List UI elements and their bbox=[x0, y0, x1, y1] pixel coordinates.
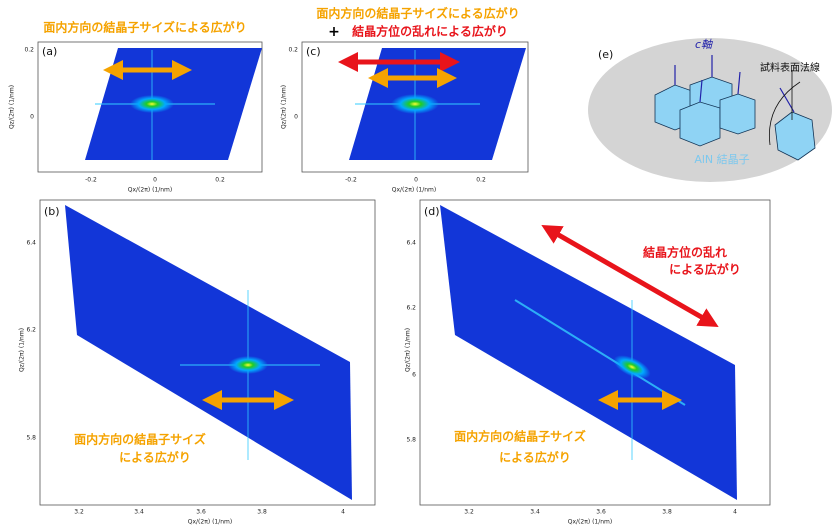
peak bbox=[130, 95, 174, 113]
peak bbox=[391, 94, 439, 114]
y-tick: 0.2 bbox=[24, 47, 34, 54]
x-label: Qx/(2π) (1/nm) bbox=[568, 519, 612, 526]
x-label: Qx/(2π) (1/nm) bbox=[128, 187, 172, 194]
note: による広がり bbox=[499, 450, 571, 465]
x-label: Qx/(2π) (1/nm) bbox=[392, 187, 436, 194]
page: {"panel_a": {"title": "面内方向の結晶子サイズによる広がり… bbox=[0, 0, 835, 529]
panel-label: (a) bbox=[42, 45, 57, 58]
y-tick: 6.4 bbox=[26, 240, 36, 247]
panel-label: (d) bbox=[424, 205, 440, 218]
normal-label: 試料表面法線 bbox=[760, 61, 820, 74]
c-axis-label: c軸 bbox=[695, 38, 713, 51]
title: 面内方向の結晶子サイズによる広がり bbox=[316, 6, 519, 21]
x-tick: 0.2 bbox=[215, 177, 225, 184]
peak bbox=[228, 356, 268, 374]
y-tick: 5.8 bbox=[406, 437, 416, 444]
y-tick: 6.4 bbox=[406, 240, 416, 247]
panel-b: (b) 面内方向の結晶子サイズ による広がり 6.4 6.2 5.8 3.2 3… bbox=[19, 200, 376, 526]
x-label: Qx/(2π) (1/nm) bbox=[188, 519, 232, 526]
note: 面内方向の結晶子サイズ bbox=[74, 432, 206, 447]
x-tick: 0 bbox=[153, 177, 157, 184]
panel-label: (b) bbox=[44, 205, 60, 218]
x-tick: 0.2 bbox=[476, 177, 486, 184]
x-tick: 3.6 bbox=[196, 509, 206, 516]
x-tick: 0 bbox=[414, 177, 418, 184]
y-label: Qz/(2π) (1/nm) bbox=[19, 328, 26, 372]
y-tick: 0 bbox=[30, 114, 34, 121]
panel-label: (e) bbox=[598, 48, 613, 61]
figure: 面内方向の結晶子サイズによる広がり (a) 0.2 0 -0.2 0 0.2 Q… bbox=[0, 0, 835, 529]
y-tick: 0.2 bbox=[288, 47, 298, 54]
y-tick: 6.2 bbox=[26, 327, 36, 334]
y-tick: 0 bbox=[294, 114, 298, 121]
title: 面内方向の結晶子サイズによる広がり bbox=[43, 20, 246, 35]
x-tick: 3.2 bbox=[464, 509, 474, 516]
plus: + bbox=[328, 24, 340, 40]
y-tick: 6.2 bbox=[406, 305, 416, 312]
x-tick: -0.2 bbox=[85, 177, 97, 184]
x-tick: 3.2 bbox=[74, 509, 84, 516]
panel-c: 面内方向の結晶子サイズによる広がり + 結晶方位の乱れによる広がり (c) 0.… bbox=[281, 6, 529, 194]
note: による広がり bbox=[119, 450, 191, 465]
y-tick: 5.8 bbox=[26, 435, 36, 442]
note: による広がり bbox=[669, 262, 741, 277]
y-label: Qz/(2π) (1/nm) bbox=[9, 85, 16, 129]
x-tick: 3.8 bbox=[257, 509, 267, 516]
note: 面内方向の結晶子サイズ bbox=[454, 429, 586, 444]
x-tick: 4 bbox=[733, 509, 737, 516]
crystal-label: AlN 結晶子 bbox=[694, 152, 749, 166]
panel-a: 面内方向の結晶子サイズによる広がり (a) 0.2 0 -0.2 0 0.2 Q… bbox=[9, 20, 263, 194]
title: 結晶方位の乱れによる広がり bbox=[352, 24, 508, 39]
note: 結晶方位の乱れ bbox=[643, 245, 727, 260]
x-tick: -0.2 bbox=[345, 177, 357, 184]
x-tick: 4 bbox=[341, 509, 345, 516]
x-tick: 3.4 bbox=[134, 509, 144, 516]
y-label: Qz/(2π) (1/nm) bbox=[405, 328, 412, 372]
x-tick: 3.6 bbox=[596, 509, 606, 516]
y-tick: 6 bbox=[412, 372, 416, 379]
panel-d: (d) 結晶方位の乱れ による広がり 面内方向の結晶子サイズ による広がり 6.… bbox=[405, 200, 771, 526]
x-tick: 3.8 bbox=[662, 509, 672, 516]
y-label: Qz/(2π) (1/nm) bbox=[281, 85, 288, 129]
panel-e: (e) c軸 試料表面法線 AlN 結晶子 bbox=[588, 38, 832, 182]
panel-label: (c) bbox=[306, 45, 321, 58]
x-tick: 3.4 bbox=[530, 509, 540, 516]
